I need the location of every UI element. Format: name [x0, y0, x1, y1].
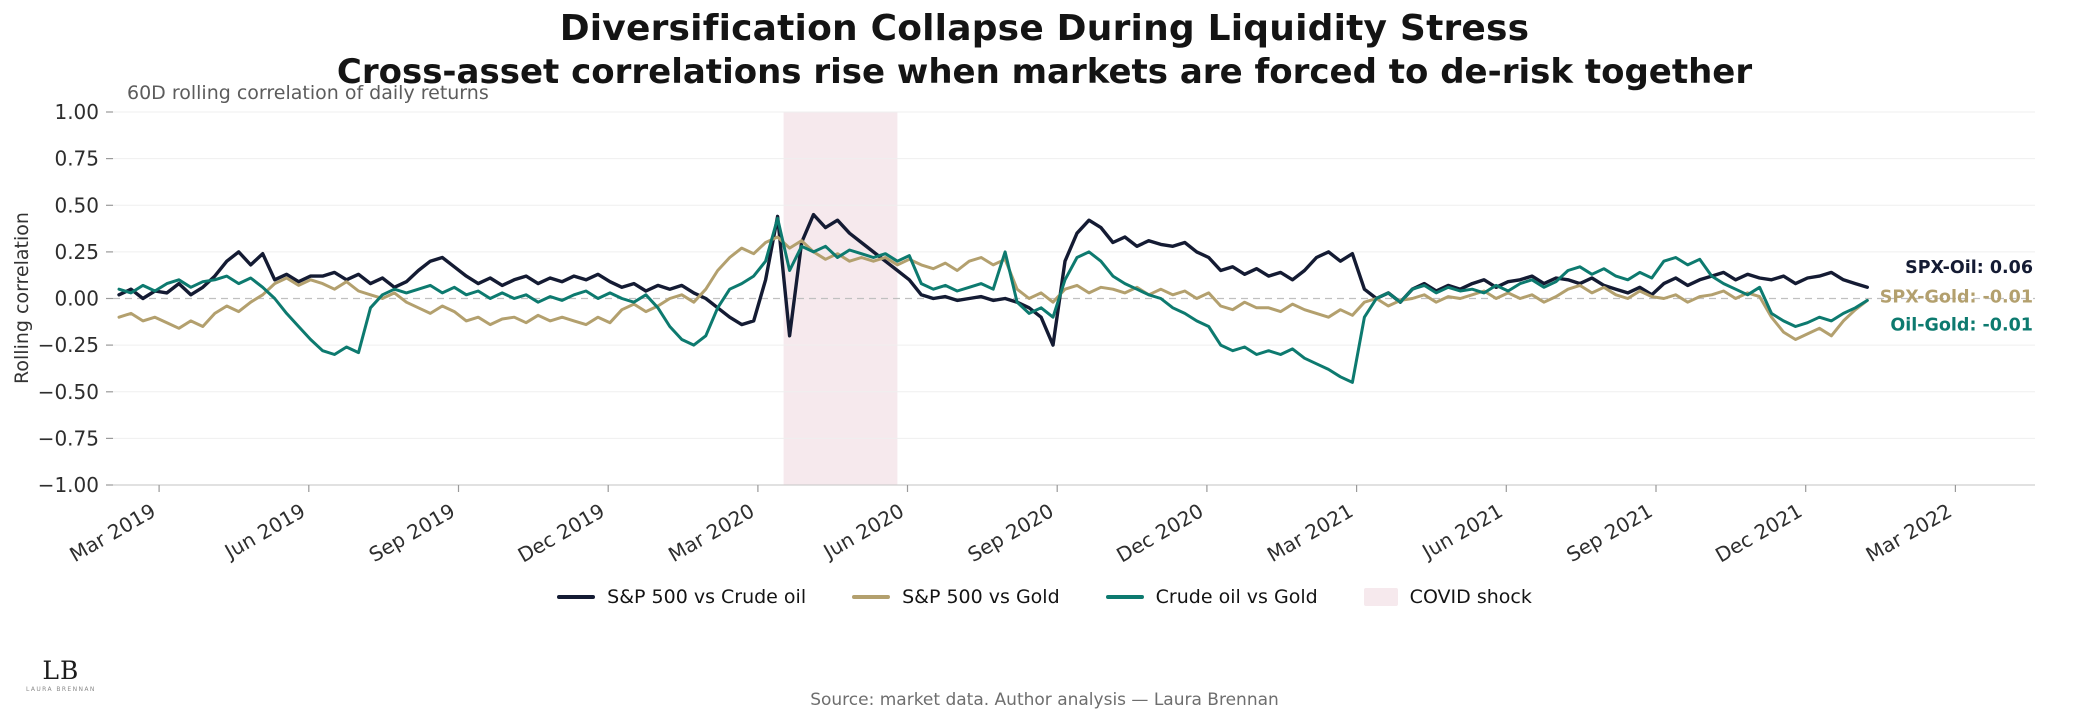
brand-subtext: LAURA BRENNAN	[26, 686, 96, 693]
chart-title: Diversification Collapse During Liquidit…	[559, 8, 1530, 49]
legend-line-swatch	[852, 595, 891, 599]
legend-line-swatch	[557, 595, 596, 599]
x-tick-label: Dec 2019	[514, 499, 609, 568]
legend-item-spx-gold: S&P 500 vs Gold	[852, 586, 1060, 608]
x-tick-label: Jun 2019	[219, 499, 309, 565]
legend-line-swatch	[1105, 595, 1144, 599]
y-tick-label: −0.75	[38, 426, 99, 450]
legend-item-oil-gold: Crude oil vs Gold	[1105, 586, 1318, 608]
x-tick-label: Jun 2020	[818, 499, 908, 565]
y-tick-label: 1.00	[54, 100, 99, 124]
x-tick-label: Mar 2021	[1263, 499, 1357, 567]
y-tick-label: −0.50	[38, 380, 99, 404]
x-tick-label: Sep 2019	[365, 499, 459, 567]
legend-label: S&P 500 vs Gold	[902, 586, 1060, 608]
correlation-chart: 1.00 0.75 0.50 0.25 0.00 −0.25 −0.50 −0.75 −1.00…	[38, 100, 2035, 568]
x-tick-label: Sep 2020	[963, 499, 1057, 567]
source-note: Source: market data. Author analysis — L…	[810, 690, 1279, 710]
legend-label: Crude oil vs Gold	[1155, 586, 1318, 608]
legend-label: COVID shock	[1409, 586, 1532, 608]
x-tick-label: Sep 2021	[1562, 499, 1656, 567]
y-tick-label: −0.25	[38, 333, 99, 357]
legend-item-spx-oil: S&P 500 vs Crude oil	[557, 586, 806, 608]
series-line-spx-oil	[117, 212, 1869, 347]
x-tick-label: Jun 2021	[1416, 499, 1506, 565]
rolling-window-note: 60D rolling correlation of daily returns	[127, 82, 489, 104]
y-tick-label: 0.75	[54, 147, 99, 171]
legend-item-covid-shock: COVID shock	[1363, 586, 1532, 608]
x-tick-label: Dec 2020	[1112, 499, 1207, 568]
end-label-spx-oil: SPX-Oil: 0.06	[1905, 258, 2033, 278]
x-tick-label: Mar 2019	[65, 499, 159, 567]
brand-initials: LB	[42, 656, 80, 685]
legend-label: S&P 500 vs Crude oil	[607, 586, 807, 608]
y-tick-label: −1.00	[38, 473, 99, 497]
legend-patch-swatch	[1363, 588, 1398, 606]
y-tick-label: 0.25	[54, 240, 99, 264]
x-tick-label: Mar 2020	[664, 499, 758, 567]
x-tick-label: Mar 2022	[1862, 499, 1956, 567]
series-line-oil-gold	[117, 216, 1869, 384]
y-tick-label: 0.50	[54, 193, 99, 217]
chart-legend: S&P 500 vs Crude oil S&P 500 vs Gold Crude…	[0, 586, 2089, 608]
end-label-oil-gold: Oil-Gold: -0.01	[1890, 316, 2033, 336]
series-line-spx-gold	[117, 235, 1869, 341]
x-tick-label: Dec 2021	[1711, 499, 1806, 568]
brand-logo: LB LAURA BRENNAN	[26, 656, 96, 693]
end-label-spx-gold: SPX-Gold: -0.01	[1880, 288, 2033, 308]
chart-subtitle: Cross-asset correlations rise when marke…	[336, 52, 1753, 92]
y-tick-label: 0.00	[54, 287, 99, 311]
